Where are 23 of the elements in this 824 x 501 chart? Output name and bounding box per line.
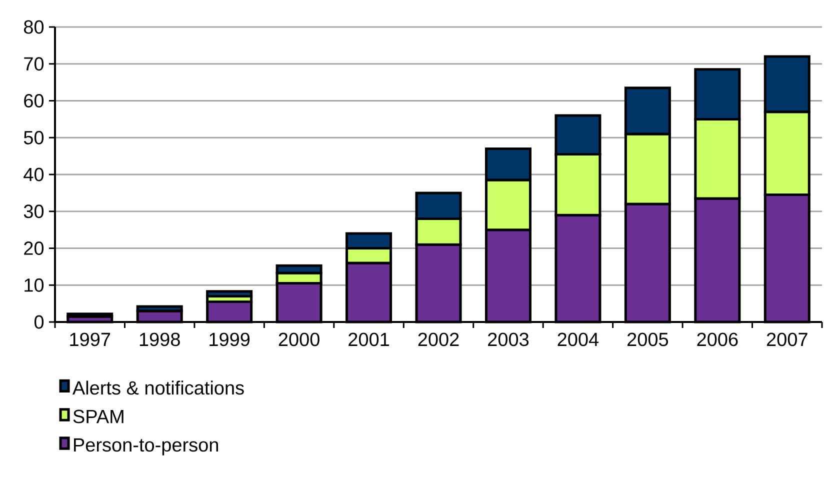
y-tick-label: 0 [34, 315, 44, 329]
x-tick-label: 2007 [766, 332, 808, 346]
y-tick-label: 40 [24, 168, 44, 182]
y-tick-label: 60 [24, 94, 44, 108]
y-tick-label: 20 [24, 242, 44, 255]
x-tick-label: 2000 [278, 332, 320, 346]
x-tick-label: 1998 [140, 332, 180, 346]
y-tick-label: 70 [24, 57, 44, 71]
x-tick-label: 2006 [697, 332, 738, 346]
legend-label: SPAM [73, 410, 124, 424]
y-tick-label: 10 [24, 278, 44, 292]
x-tick-label: 2005 [628, 332, 668, 346]
x-tick-label: 2001 [348, 332, 389, 346]
x-tick-label: 2004 [558, 332, 599, 346]
y-tick-label: 50 [24, 130, 44, 144]
x-tick-label: 2003 [488, 332, 529, 346]
y-tick-label: 30 [24, 204, 44, 218]
x-tick-label: 1997 [70, 332, 110, 346]
x-tick-label: 2002 [418, 332, 459, 346]
x-tick-label: 1999 [210, 332, 250, 346]
legend-label: Person-to-person [74, 438, 218, 456]
legend-label: Alerts & notifications [72, 380, 244, 395]
y-tick-label: 80 [24, 20, 44, 34]
